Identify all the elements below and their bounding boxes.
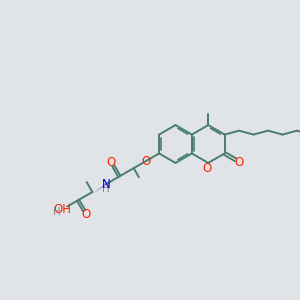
Text: H: H	[53, 207, 61, 217]
Text: O: O	[82, 208, 91, 221]
Text: N: N	[101, 178, 110, 191]
Text: O: O	[141, 154, 151, 168]
Text: OH: OH	[53, 203, 71, 216]
Text: O: O	[106, 156, 116, 169]
Text: O: O	[202, 162, 212, 175]
Text: H: H	[102, 184, 110, 194]
Text: O: O	[235, 155, 244, 169]
Polygon shape	[93, 184, 106, 194]
